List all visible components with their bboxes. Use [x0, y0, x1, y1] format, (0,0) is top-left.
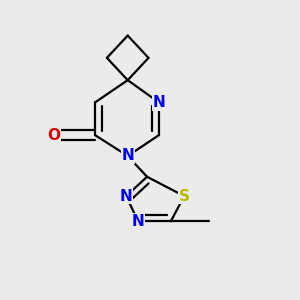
Text: O: O — [47, 128, 60, 142]
Text: N: N — [152, 95, 165, 110]
Text: N: N — [120, 189, 133, 204]
Text: N: N — [121, 148, 134, 164]
Text: N: N — [132, 214, 145, 229]
Text: S: S — [179, 189, 190, 204]
